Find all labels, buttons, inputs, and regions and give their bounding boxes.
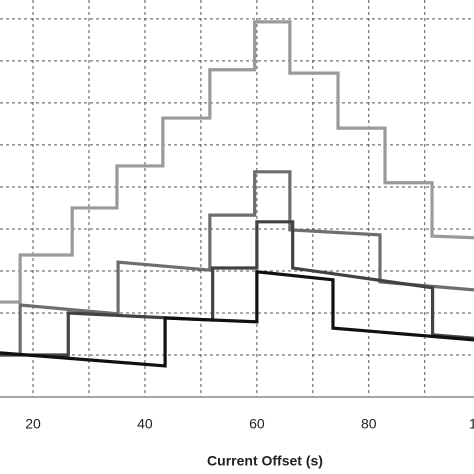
x-tick-label: 40 [137,416,153,432]
x-tick-label: 60 [249,416,265,432]
x-axis-title: Current Offset (s) [207,453,323,469]
series-line [0,220,474,357]
series-line [0,270,474,368]
x-tick-label: 80 [361,416,377,432]
series-line [18,170,474,355]
series-line [0,20,474,304]
x-tick-label: 100 [469,416,474,432]
x-tick-label: 20 [25,416,41,432]
